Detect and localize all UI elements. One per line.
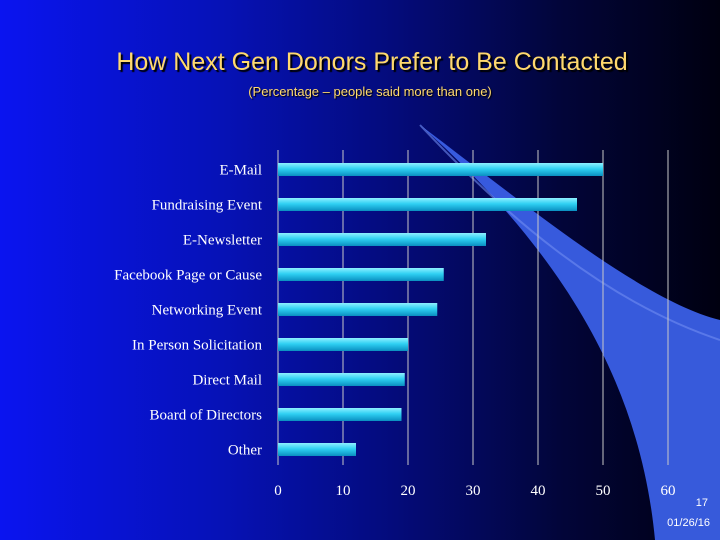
category-label: Board of Directors bbox=[150, 408, 263, 424]
x-tick-label: 0 bbox=[274, 483, 282, 499]
category-label: In Person Solicitation bbox=[132, 338, 262, 354]
x-tick-label: 60 bbox=[661, 483, 676, 499]
bar bbox=[278, 268, 444, 281]
category-label: Fundraising Event bbox=[152, 198, 263, 214]
slide-number: 17 bbox=[695, 497, 708, 509]
bar bbox=[278, 408, 402, 421]
chart-title: How Next Gen Donors Prefer to Be Contact… bbox=[116, 48, 628, 76]
bar bbox=[278, 303, 438, 316]
bar bbox=[278, 163, 603, 176]
category-label: Facebook Page or Cause bbox=[114, 268, 262, 284]
x-tick-label: 20 bbox=[401, 483, 416, 499]
bar bbox=[278, 233, 486, 246]
bar bbox=[278, 373, 405, 386]
category-label: E-Mail bbox=[220, 163, 263, 179]
x-tick-label: 10 bbox=[336, 483, 351, 499]
bar bbox=[278, 443, 356, 456]
x-tick-label: 30 bbox=[466, 483, 481, 499]
category-label: Other bbox=[228, 443, 262, 459]
category-label: E-Newsletter bbox=[183, 233, 262, 249]
category-label: Networking Event bbox=[152, 303, 263, 319]
x-tick-label: 40 bbox=[531, 483, 546, 499]
slide-date: 01/26/16 bbox=[667, 517, 710, 529]
bar bbox=[278, 198, 577, 211]
bar bbox=[278, 338, 408, 351]
chart-subtitle: (Percentage – people said more than one) bbox=[248, 84, 492, 99]
x-tick-label: 50 bbox=[596, 483, 611, 499]
category-label: Direct Mail bbox=[192, 373, 262, 389]
